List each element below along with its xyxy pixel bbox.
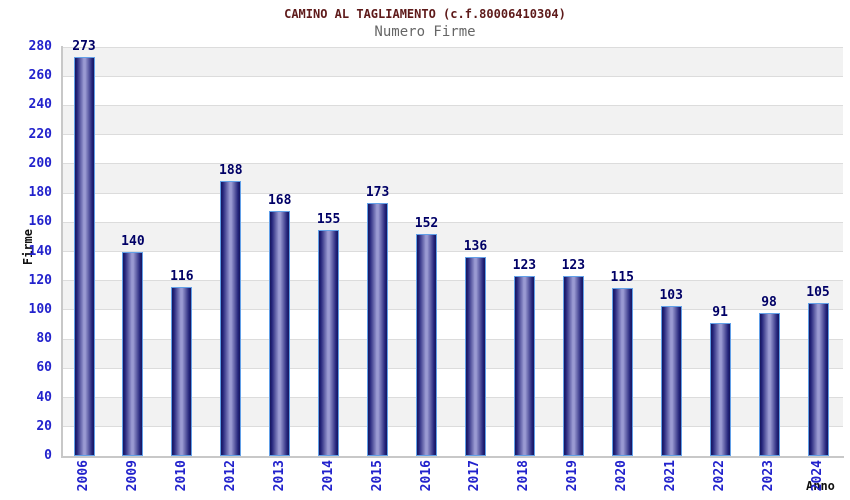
x-tick-label: 2023	[761, 460, 777, 492]
y-tick-label: 60	[36, 360, 52, 376]
y-tick-label: 220	[28, 126, 52, 142]
x-tick-label: 2013	[271, 460, 287, 492]
gridline	[63, 163, 843, 165]
plot-band	[63, 251, 843, 281]
bar-2014	[318, 229, 340, 456]
bar-2017	[464, 257, 486, 456]
x-axis-line	[61, 456, 844, 458]
bar-2020	[611, 288, 633, 456]
bar-value-label: 116	[170, 268, 194, 284]
gridline	[63, 46, 843, 48]
bar-2012	[220, 181, 242, 456]
bar-value-label: 105	[806, 284, 830, 300]
x-tick-label: 2020	[614, 460, 630, 492]
bar-2024	[807, 302, 829, 456]
y-tick-label: 40	[36, 389, 52, 405]
bar-value-label: 91	[712, 305, 728, 321]
x-tick-label: 2016	[418, 460, 434, 492]
plot-band	[63, 105, 843, 135]
bar-value-label: 123	[561, 258, 586, 274]
bar-value-label: 98	[761, 294, 777, 310]
bar-value-label: 188	[219, 163, 243, 179]
y-tick-label: 280	[28, 39, 52, 54]
bar-2021	[660, 305, 682, 456]
gridline	[63, 426, 843, 428]
gridline	[63, 397, 843, 399]
plot-band	[63, 163, 843, 194]
chart-title: CAMINO AL TAGLIAMENTO (c.f.80006410304)	[284, 7, 566, 21]
x-tick-label: 2017	[467, 460, 483, 492]
y-tick-label: 200	[28, 155, 52, 171]
gridline	[63, 338, 843, 340]
bar-value-label: 123	[512, 258, 537, 274]
x-tick-label: 2022	[712, 460, 728, 492]
plot-band	[63, 222, 843, 252]
y-tick-label: 240	[28, 97, 52, 113]
bar-2018	[513, 276, 535, 456]
gridline	[63, 309, 843, 311]
y-tick-label: 160	[28, 214, 52, 230]
bar-value-label: 103	[659, 287, 683, 303]
y-tick-label: 80	[36, 331, 52, 347]
bar-value-label: 152	[414, 215, 439, 231]
bar-2013	[269, 210, 291, 456]
gridline	[63, 251, 843, 252]
y-tick-label: 0	[44, 448, 52, 463]
x-tick-label: 2018	[516, 460, 532, 492]
x-tick-label: 2019	[565, 460, 581, 492]
gridline	[63, 280, 843, 282]
y-tick-label: 20	[36, 418, 52, 434]
gridline	[63, 367, 843, 369]
x-tick-label: 2006	[76, 460, 91, 492]
bar-2019	[562, 276, 584, 456]
bar-value-label: 140	[121, 233, 145, 249]
bar-value-label: 173	[365, 185, 390, 201]
plot-area: 273 140 116 188 168 155 173 152 136 123 123 115 103 9…	[63, 40, 843, 456]
gridline	[63, 104, 843, 106]
gridline	[63, 192, 843, 194]
x-axis-title: Anno	[806, 479, 835, 493]
bar-2016	[416, 233, 438, 456]
x-tick-label: 2012	[222, 460, 238, 492]
bar-2015	[367, 203, 389, 456]
y-tick-label: 260	[28, 68, 52, 84]
x-tick-label: 2021	[663, 460, 679, 492]
bar-value-label: 115	[610, 270, 634, 286]
plot-band	[63, 47, 843, 77]
gridline	[63, 134, 843, 136]
bar-value-label: 155	[316, 211, 341, 227]
x-tick-label: 2014	[320, 460, 336, 492]
bar-2009	[122, 251, 144, 456]
bar-2010	[171, 286, 193, 456]
x-tick-label: 2015	[369, 460, 385, 492]
y-tick-label: 120	[28, 272, 52, 288]
gridline	[63, 221, 843, 223]
bar-2023	[758, 312, 780, 456]
y-tick-label: 140	[28, 243, 52, 259]
plot-band	[63, 76, 843, 106]
x-tick-label: 2010	[173, 460, 189, 492]
bar-value-label: 136	[463, 239, 488, 255]
bar-2022	[709, 323, 731, 456]
plot-band	[63, 280, 843, 310]
bar-value-label: 273	[72, 39, 96, 55]
x-tick-label: 2024	[810, 460, 825, 492]
plot-band	[63, 193, 843, 223]
plot-band	[63, 134, 843, 164]
y-axis-line	[61, 46, 63, 458]
bar-2006	[73, 57, 95, 456]
y-tick-label: 100	[28, 301, 52, 317]
chart-subtitle: Numero Firme	[374, 24, 476, 40]
y-tick-label: 180	[28, 185, 52, 201]
x-tick-label: 2009	[124, 460, 140, 492]
gridline	[63, 75, 843, 77]
bar-value-label: 168	[267, 192, 292, 208]
